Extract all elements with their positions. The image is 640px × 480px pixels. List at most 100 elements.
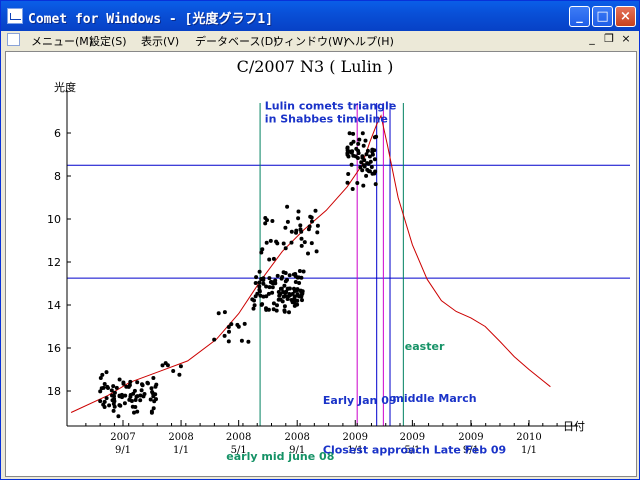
observation-point-71 [104, 370, 109, 375]
observation-point-222 [298, 227, 303, 232]
observation-point-292 [347, 131, 352, 136]
observation-point-232 [309, 241, 314, 246]
observation-point-46 [104, 396, 109, 401]
menu-item-help[interactable]: ヘルプ(H) [344, 35, 394, 48]
observation-point-130 [275, 273, 280, 278]
observation-point-7 [145, 380, 150, 385]
observation-point-19 [114, 385, 119, 390]
observation-point-170 [295, 292, 300, 297]
menu-item-settings[interactable]: 設定(S) [89, 35, 127, 48]
menu-item-menu[interactable]: メニュー(M) [31, 35, 94, 48]
observation-point-240 [289, 229, 294, 234]
observation-point-141 [283, 271, 288, 275]
observation-point-230 [283, 225, 288, 230]
observation-point-34 [98, 376, 103, 380]
y-tick-label-2: 10 [47, 213, 61, 226]
observation-point-49 [154, 397, 158, 402]
observation-point-224 [296, 209, 301, 214]
observation-point-183 [266, 307, 271, 312]
observation-point-167 [281, 294, 286, 299]
maximize-button[interactable]: □ [592, 6, 613, 27]
observation-point-119 [271, 301, 276, 306]
observation-point-47 [138, 393, 143, 398]
observation-point-172 [259, 277, 264, 281]
observation-point-12 [123, 393, 128, 398]
observation-point-152 [292, 303, 297, 308]
observation-point-180 [282, 304, 287, 309]
minimize-button[interactable]: _ [569, 6, 590, 27]
observation-point-120 [292, 286, 296, 291]
observation-point-190 [287, 310, 291, 315]
mdi-close-button[interactable]: × [621, 32, 631, 45]
observation-point-208 [285, 277, 289, 282]
annotation-5: early mid june 08 [226, 450, 334, 463]
mdi-minimize-button[interactable]: _ [589, 32, 595, 45]
y-tick-label-0: 6 [54, 127, 61, 140]
observation-point-199 [266, 291, 271, 296]
observation-point-28 [102, 382, 107, 386]
observation-point-251 [345, 180, 350, 185]
observation-point-204 [274, 308, 279, 313]
x-tick-year-6: 2009 [458, 432, 483, 443]
observation-point-159 [292, 300, 297, 305]
observation-point-211 [306, 251, 310, 256]
observation-point-109 [257, 284, 262, 289]
x-tick-date-1: 1/1 [173, 445, 189, 456]
observation-point-279 [364, 173, 369, 178]
observation-point-80 [160, 363, 165, 368]
observation-point-304 [365, 161, 370, 166]
observation-point-27 [149, 386, 154, 391]
observation-point-207 [293, 274, 298, 279]
observation-point-78 [107, 403, 112, 408]
observation-point-57 [109, 388, 114, 393]
observation-point-38 [120, 395, 124, 400]
observation-point-216 [264, 240, 269, 245]
observation-point-77 [111, 408, 116, 413]
observation-point-194 [300, 289, 305, 294]
observation-point-293 [362, 158, 367, 163]
observation-point-286 [349, 150, 354, 155]
observation-point-87 [242, 321, 247, 326]
observation-point-198 [290, 291, 295, 296]
close-button[interactable]: × [615, 6, 636, 27]
observation-point-69 [133, 405, 138, 409]
observation-point-201 [270, 290, 275, 295]
menu-item-database[interactable]: データベース(D) [195, 35, 278, 48]
observation-point-81 [171, 369, 176, 373]
observation-point-262 [350, 187, 355, 191]
x-tick-date-0: 9/1 [115, 445, 131, 456]
observation-point-18 [128, 379, 133, 384]
observation-point-52 [150, 390, 155, 394]
observation-point-261 [346, 154, 351, 159]
observation-point-161 [279, 286, 284, 291]
observation-point-205 [284, 289, 289, 294]
model-curve [70, 114, 551, 413]
observation-point-244 [271, 256, 276, 261]
observation-point-200 [267, 276, 272, 281]
title-bar[interactable]: Comet for Windows - [光度グラフ1] _ □ × [1, 1, 639, 31]
observation-point-288 [367, 169, 372, 174]
x-tick-year-1: 2008 [168, 432, 193, 443]
observation-point-186 [292, 296, 297, 301]
observation-point-263 [361, 143, 366, 148]
app-icon[interactable] [7, 8, 23, 24]
observation-point-68 [154, 382, 159, 387]
x-tick-date-5: 5/1 [404, 445, 420, 456]
observation-point-30 [135, 380, 140, 385]
document-icon[interactable] [7, 33, 20, 46]
menu-item-view[interactable]: 表示(V) [141, 35, 180, 48]
y-tick-label-5: 16 [47, 342, 61, 355]
observation-point-11 [117, 377, 122, 382]
mdi-restore-button[interactable]: ❐ [604, 32, 614, 45]
observation-point-53 [134, 394, 139, 399]
observation-point-209 [258, 293, 263, 298]
x-tick-year-0: 2007 [110, 432, 135, 443]
observation-point-182 [301, 269, 306, 274]
menu-item-window[interactable]: ウィンドウ(W) [273, 35, 348, 48]
observation-point-61 [128, 393, 133, 397]
x-tick-year-2: 2008 [226, 432, 251, 443]
observation-point-227 [285, 219, 290, 224]
observation-point-191 [285, 286, 290, 291]
observation-point-255 [357, 137, 362, 142]
observation-point-55 [116, 414, 121, 419]
